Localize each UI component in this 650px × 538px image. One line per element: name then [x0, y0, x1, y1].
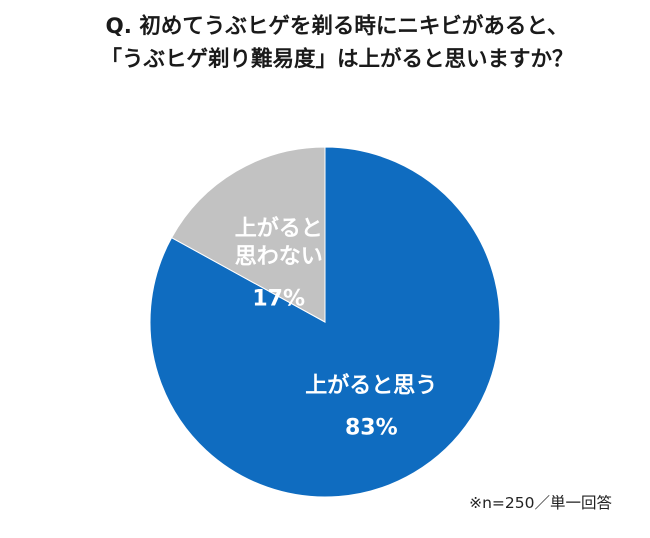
sample-note: ※n=250／単一回答: [469, 494, 612, 512]
slice-value-label-2: 17%: [252, 287, 305, 312]
slice-label-2: 思わない: [235, 245, 323, 270]
slice-label-2: 上がると: [235, 216, 323, 242]
slice-value-label-1: 83%: [345, 415, 398, 440]
chart-subtitle: 「うぶヒゲ剃り難易度」は上がると思いますか？: [100, 46, 573, 72]
pie-slices: [149, 146, 501, 498]
chart-title: Q. 初めてうぶヒゲを剃る時にニキビがあると、: [105, 13, 568, 39]
pie-slice-2: [170, 146, 326, 323]
slice-label-1: 上がると思う: [305, 372, 437, 398]
